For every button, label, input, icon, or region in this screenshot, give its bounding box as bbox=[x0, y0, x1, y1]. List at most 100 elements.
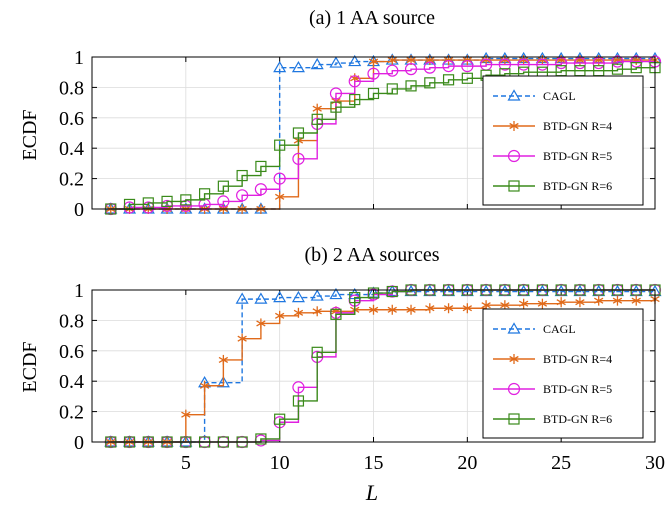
data-point bbox=[611, 63, 624, 75]
legend-marker bbox=[509, 354, 519, 364]
y-tick-label: 0.8 bbox=[59, 310, 84, 332]
panel-b-title: (b) 2 AA sources bbox=[305, 244, 440, 266]
data-point bbox=[291, 60, 305, 73]
data-point bbox=[329, 287, 343, 300]
data-point bbox=[592, 56, 605, 70]
data-point bbox=[367, 67, 380, 80]
y-tick-label: 0.2 bbox=[59, 402, 84, 424]
legend-marker bbox=[509, 121, 519, 131]
data-point bbox=[498, 58, 511, 71]
y-tick-label: 0.8 bbox=[59, 77, 84, 99]
data-point bbox=[310, 57, 324, 70]
data-point bbox=[462, 303, 473, 314]
x-tick-label: 10 bbox=[270, 452, 290, 474]
legend-marker bbox=[507, 149, 521, 163]
data-point bbox=[292, 127, 305, 139]
data-point bbox=[236, 169, 248, 182]
y-tick-label: 0.6 bbox=[59, 341, 84, 363]
panel-b-xlabel: L bbox=[365, 480, 378, 505]
data-point bbox=[330, 101, 342, 113]
data-point bbox=[254, 183, 267, 196]
x-tick-label: 20 bbox=[457, 452, 477, 474]
panel-b-yticks: 0 0.2 0.4 0.6 0.8 1 bbox=[59, 280, 655, 454]
data-point bbox=[216, 376, 230, 388]
data-point bbox=[161, 195, 173, 207]
data-point bbox=[274, 413, 286, 425]
data-point bbox=[255, 433, 267, 445]
data-point bbox=[255, 160, 267, 173]
legend-marker bbox=[508, 413, 520, 425]
panel-a-title: (a) 1 AA source bbox=[309, 7, 435, 29]
x-tick-label: 25 bbox=[551, 452, 571, 474]
data-point bbox=[292, 381, 305, 394]
data-point bbox=[311, 346, 323, 358]
legend-label: BTD-GN R=6 bbox=[543, 179, 612, 193]
legend-marker bbox=[508, 180, 520, 192]
data-point bbox=[237, 333, 247, 344]
data-point bbox=[218, 354, 229, 365]
data-point bbox=[367, 287, 380, 299]
data-point bbox=[349, 93, 361, 106]
data-point bbox=[273, 60, 287, 73]
data-point bbox=[630, 62, 642, 74]
data-point bbox=[330, 308, 342, 320]
data-point bbox=[518, 298, 529, 309]
x-tick-label: 30 bbox=[645, 452, 665, 474]
panel-b: (b) 2 AA sources ECDF 0 0.2 0.4 0.6 0.8 1 5 10… bbox=[19, 244, 665, 505]
data-point bbox=[311, 113, 323, 125]
data-point bbox=[594, 295, 604, 306]
data-point bbox=[517, 58, 530, 71]
legend-label: BTD-GN R=4 bbox=[543, 352, 612, 366]
data-point bbox=[424, 77, 436, 89]
data-point bbox=[387, 304, 397, 315]
y-tick-label: 0 bbox=[74, 199, 84, 221]
series-line bbox=[110, 66, 655, 210]
data-point bbox=[217, 195, 230, 208]
data-point bbox=[348, 75, 361, 88]
data-point bbox=[406, 304, 416, 315]
x-tick-label: 5 bbox=[181, 452, 191, 474]
y-tick-label: 0 bbox=[74, 432, 84, 454]
data-point bbox=[443, 303, 454, 314]
data-point bbox=[386, 285, 398, 298]
data-point bbox=[536, 58, 549, 71]
data-point bbox=[611, 55, 624, 68]
y-tick-label: 1 bbox=[74, 280, 84, 302]
panel-a-axes-frame bbox=[91, 56, 656, 210]
data-point bbox=[631, 295, 641, 306]
data-point bbox=[181, 409, 191, 420]
data-point bbox=[291, 290, 305, 303]
y-tick-label: 0.4 bbox=[59, 138, 84, 160]
data-point bbox=[573, 56, 587, 70]
data-point bbox=[367, 87, 380, 100]
data-point bbox=[236, 189, 249, 202]
data-point bbox=[349, 292, 361, 304]
y-tick-label: 0.6 bbox=[59, 108, 84, 130]
panel-b-ylabel: ECDF bbox=[19, 341, 41, 392]
panel-b-xticks: 5 10 15 20 25 30 bbox=[181, 290, 665, 474]
data-point bbox=[312, 103, 322, 114]
panel-b-axes-frame bbox=[91, 289, 656, 443]
data-point bbox=[273, 290, 287, 303]
data-point bbox=[274, 310, 285, 321]
data-point bbox=[368, 56, 379, 67]
data-point bbox=[442, 60, 455, 73]
data-point bbox=[461, 72, 473, 84]
legend-label: CAGL bbox=[543, 322, 576, 336]
x-tick-label: 15 bbox=[364, 452, 384, 474]
data-point bbox=[368, 304, 379, 315]
y-tick-label: 0.2 bbox=[59, 169, 84, 191]
y-tick-label: 0.4 bbox=[59, 371, 84, 393]
data-point bbox=[180, 194, 192, 206]
data-point bbox=[425, 303, 435, 314]
data-point bbox=[386, 64, 399, 77]
data-point bbox=[274, 139, 286, 151]
legend-label: BTD-GN R=6 bbox=[543, 412, 612, 426]
data-point bbox=[293, 307, 304, 318]
data-point bbox=[199, 188, 211, 200]
legend-label: BTD-GN R=4 bbox=[543, 119, 612, 133]
data-point bbox=[254, 292, 268, 304]
data-point bbox=[142, 197, 154, 209]
panel-a-ylabel: ECDF bbox=[19, 109, 41, 160]
